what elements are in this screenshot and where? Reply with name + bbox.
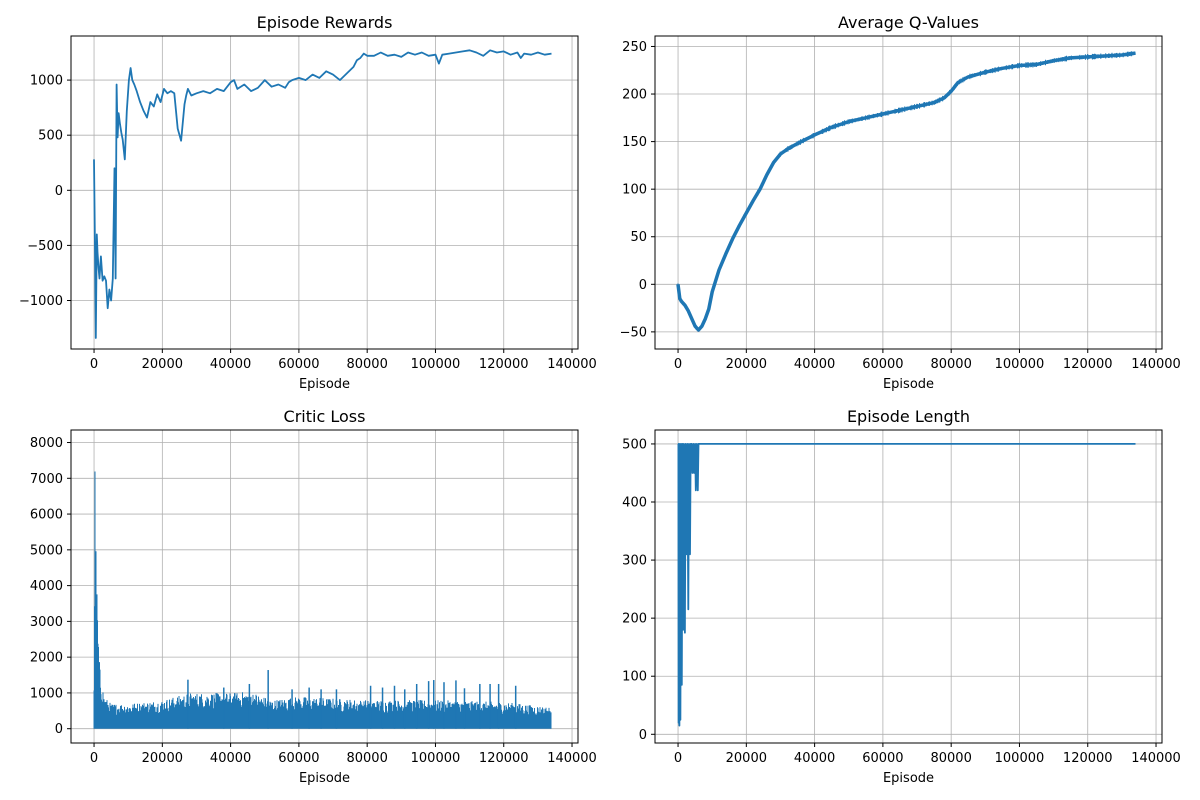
x-tick-label: 120000 (479, 357, 529, 372)
x-tick-label: 120000 (1063, 751, 1113, 766)
x-tick-label: 60000 (862, 357, 903, 372)
x-tick-label: 0 (90, 357, 98, 372)
y-tick-label: 0 (639, 728, 647, 743)
x-tick-label: 60000 (278, 751, 319, 766)
x-tick-label: 40000 (794, 751, 835, 766)
y-tick-label: 4000 (30, 579, 63, 594)
y-tick-label: 7000 (30, 472, 63, 487)
y-tick-label: −50 (620, 325, 647, 340)
x-tick-label: 140000 (547, 751, 597, 766)
x-tick-label: 0 (674, 357, 682, 372)
y-tick-label: 250 (622, 40, 647, 55)
chart-title: Episode Rewards (257, 13, 393, 32)
y-tick-label: 50 (630, 230, 647, 245)
y-tick-label: 5000 (30, 543, 63, 558)
plot-frame (70, 35, 579, 350)
y-tick-label: −500 (27, 239, 63, 254)
y-tick-label: 1000 (30, 74, 63, 89)
x-tick-label: 0 (674, 751, 682, 766)
y-tick-label: 0 (55, 722, 63, 737)
chart-title: Episode Length (847, 407, 970, 426)
x-tick-label: 140000 (547, 357, 597, 372)
y-tick-label: 150 (622, 135, 647, 150)
chart-qvalues: 0 20000 40000 60000 80000 100000 120000 140000 −… (620, 13, 1181, 392)
x-tick-label: 40000 (210, 751, 251, 766)
plot-frame (654, 35, 1163, 350)
x-tick-label: 60000 (862, 751, 903, 766)
y-tick-label: 1000 (30, 686, 63, 701)
plot-frame (70, 429, 579, 744)
x-tick-label: 100000 (411, 751, 461, 766)
y-tick-label: 300 (622, 554, 647, 569)
series-line (676, 51, 1136, 332)
y-tick-label: 0 (55, 184, 63, 199)
x-tick-label: 0 (90, 751, 98, 766)
plot-frame (654, 429, 1163, 744)
x-tick-label: 40000 (794, 357, 835, 372)
series-path (93, 49, 552, 339)
series-jitter (677, 51, 1136, 332)
x-tick-label: 20000 (142, 751, 183, 766)
y-tick-label: 100 (622, 183, 647, 198)
y-tick-label: 2000 (30, 651, 63, 666)
chart-episode_length: 0 20000 40000 60000 80000 100000 120000 140000 0… (622, 407, 1181, 786)
y-tick-label: 6000 (30, 508, 63, 523)
x-tick-label: 140000 (1131, 751, 1181, 766)
x-axis-label: Episode (299, 377, 350, 392)
series-path (677, 443, 1136, 727)
x-tick-label: 80000 (930, 751, 971, 766)
x-axis-label: Episode (883, 771, 934, 786)
x-tick-label: 140000 (1131, 357, 1181, 372)
y-tick-label: 200 (622, 612, 647, 627)
x-tick-label: 100000 (411, 357, 461, 372)
y-tick-label: 500 (622, 437, 647, 452)
y-tick-label: 200 (622, 88, 647, 103)
y-tick-label: 3000 (30, 615, 63, 630)
x-tick-label: 20000 (726, 751, 767, 766)
x-tick-label: 60000 (278, 357, 319, 372)
y-tick-label: 400 (622, 496, 647, 511)
x-tick-label: 100000 (995, 357, 1045, 372)
y-tick-label: 100 (622, 670, 647, 685)
chart-title: Critic Loss (284, 407, 366, 426)
y-tick-label: 8000 (30, 436, 63, 451)
x-tick-label: 40000 (210, 357, 251, 372)
x-tick-label: 20000 (726, 357, 767, 372)
x-tick-label: 80000 (346, 751, 387, 766)
x-axis-label: Episode (299, 771, 350, 786)
x-tick-label: 120000 (1063, 357, 1113, 372)
y-tick-label: −1000 (19, 294, 63, 309)
x-tick-label: 20000 (142, 357, 183, 372)
chart-title: Average Q-Values (838, 13, 979, 32)
series-band (93, 471, 552, 729)
x-tick-label: 80000 (346, 357, 387, 372)
chart-critic_loss: 0 20000 40000 60000 80000 100000 120000 140000 0… (30, 407, 597, 786)
x-tick-label: 120000 (479, 751, 529, 766)
x-axis-label: Episode (883, 377, 934, 392)
x-tick-label: 80000 (930, 357, 971, 372)
series-line (677, 443, 1136, 727)
series-line (93, 471, 552, 729)
chart-rewards: 0 20000 40000 60000 80000 100000 120000 140000 −… (19, 13, 597, 392)
x-tick-label: 100000 (995, 751, 1045, 766)
series-line (93, 49, 552, 339)
y-tick-label: 500 (38, 129, 63, 144)
y-tick-label: 0 (639, 278, 647, 293)
